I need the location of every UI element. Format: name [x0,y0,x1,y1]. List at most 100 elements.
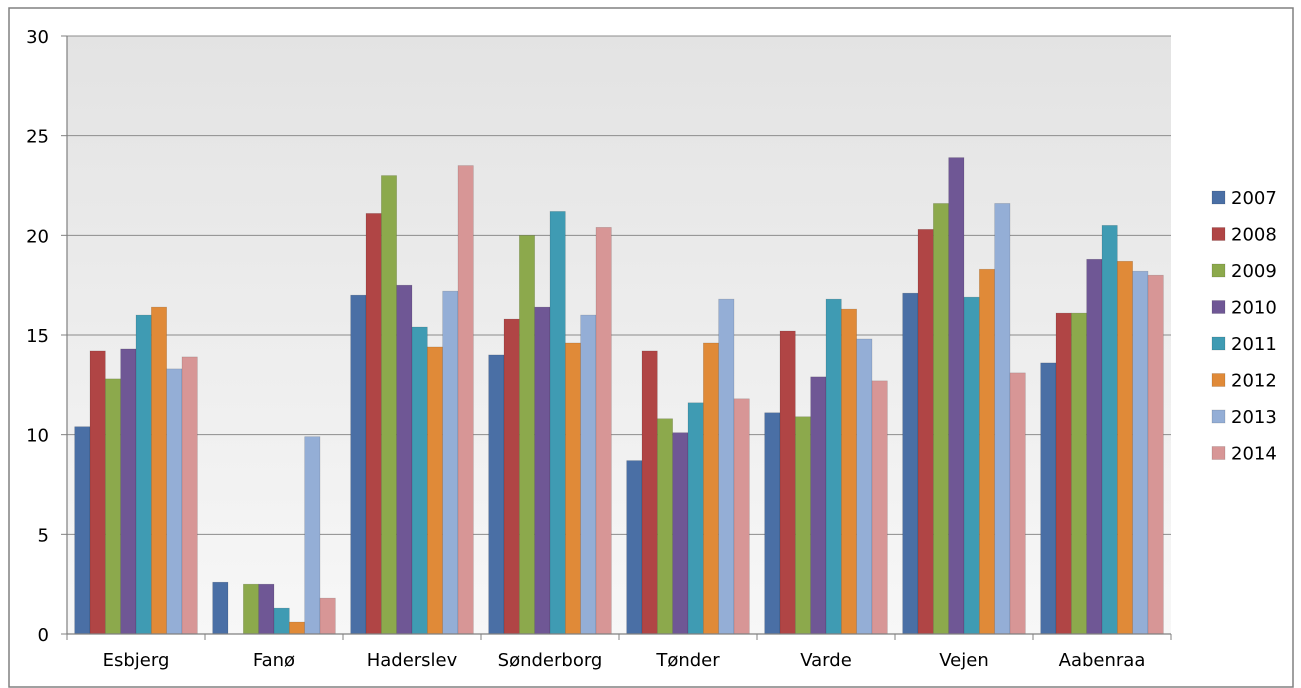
bar-2014-esbjerg [181,356,198,635]
bar-2011-varde [825,298,842,635]
legend-item-2007: 2007 [1211,188,1277,209]
bar-2012-vejen [979,268,995,635]
bar-2013-fanø [304,436,321,635]
x-tick-label: Tønder [655,650,720,671]
bar-2010-fanø [258,583,275,635]
legend-label: 2014 [1231,444,1277,465]
bar-2012-haderslev [427,346,443,635]
bar-2008-tønder [641,350,658,635]
x-tick-label: Varde [800,650,852,671]
bar-2014-haderslev [457,165,474,635]
legend-swatch [1211,300,1226,314]
bar-2009-tønder [657,418,673,635]
bar-2010-sønderborg [534,306,551,635]
bar-2011-vejen [963,296,980,635]
bar-2007-vejen [902,292,919,635]
legend-label: 2011 [1231,334,1277,355]
bar-2009-vejen [933,203,949,635]
x-tick-label: Esbjerg [103,650,170,671]
legend-item-2012: 2012 [1211,371,1277,392]
bar-2008-esbjerg [89,350,106,635]
bar-2010-haderslev [396,284,413,635]
legend-label: 2013 [1231,407,1277,428]
x-axis: Esbjerg Fanø Haderslev Sønderborg Tønder Vard… [66,633,1172,671]
bar-2011-aabenraa [1101,225,1118,635]
y-tick-label: 20 [26,226,49,247]
bar-2008-haderslev [365,213,382,635]
legend-label: 2007 [1231,188,1277,209]
legend: 2007 2008 2009 2010 2011 2012 2013 2014 [1211,188,1277,465]
legend-label: 2008 [1231,225,1277,246]
y-tick-label: 15 [26,326,49,347]
legend-item-2010: 2010 [1211,298,1277,319]
bar-2014-sønderborg [595,227,612,635]
y-tick-label: 10 [26,426,49,447]
bar-2009-varde [795,416,811,635]
bar-2009-fanø [243,583,259,635]
bar-2009-aabenraa [1071,312,1087,635]
y-tick-label: 30 [26,27,49,48]
legend-swatch [1211,190,1226,205]
bar-2011-fanø [273,607,290,635]
x-tick-label: Aabenraa [1059,650,1146,671]
bar-2007-aabenraa [1040,362,1057,635]
bar-2014-vejen [1009,372,1026,635]
y-axis: 0 5 10 15 20 25 30 [26,27,68,646]
bar-2011-tønder [687,402,704,635]
bar-2008-sønderborg [503,318,520,635]
bar-2008-varde [779,330,796,635]
legend-item-2014: 2014 [1211,444,1277,465]
bar-2013-varde [856,338,873,635]
legend-label: 2012 [1231,371,1277,392]
bar-2010-aabenraa [1086,258,1103,635]
bar-2014-aabenraa [1147,274,1164,635]
bar-2013-vejen [994,203,1011,635]
bar-2012-sønderborg [565,342,581,635]
legend-label: 2009 [1231,261,1277,282]
bar-2008-aabenraa [1055,312,1072,635]
bar-2007-fanø [212,581,229,635]
bar-2012-esbjerg [151,306,167,635]
bar-2010-vejen [948,157,965,635]
bar-2008-vejen [917,229,934,635]
bar-2009-haderslev [381,175,397,635]
legend-swatch [1211,373,1226,387]
bar-2009-esbjerg [105,378,121,635]
legend-item-2013: 2013 [1211,407,1277,428]
legend-item-2008: 2008 [1211,225,1277,246]
bar-2011-esbjerg [135,314,152,635]
bar-2012-tønder [703,342,719,635]
bar-2007-esbjerg [74,426,91,635]
legend-swatch [1211,336,1226,351]
y-tick-label: 5 [38,525,49,546]
bar-2013-sønderborg [580,314,597,635]
bar-2014-tønder [733,398,750,635]
x-tick-label: Fanø [253,650,295,671]
bar-2012-aabenraa [1117,260,1133,635]
y-tick-label: 25 [26,127,49,148]
legend-label: 2010 [1231,298,1277,319]
bar-2007-haderslev [350,294,367,635]
bar-2011-sønderborg [549,211,566,635]
bar-2010-varde [810,376,827,635]
bar-2007-varde [764,412,781,635]
bar-2013-haderslev [442,290,459,635]
legend-swatch [1211,409,1226,424]
x-tick-label: Sønderborg [498,650,603,671]
legend-swatch [1211,227,1226,241]
bar-2012-varde [841,308,857,635]
bar-2013-tønder [718,298,735,635]
bar-2007-sønderborg [488,354,505,635]
bar-2007-tønder [626,460,643,635]
bars [74,157,1164,635]
legend-item-2011: 2011 [1211,334,1277,355]
bar-2011-haderslev [411,326,428,635]
x-tick-label: Vejen [939,650,988,671]
bar-2014-fanø [319,597,336,635]
y-tick-label: 0 [38,625,49,646]
bar-2013-aabenraa [1132,270,1149,635]
bar-2013-esbjerg [166,368,183,635]
bar-2014-varde [871,380,888,635]
legend-swatch [1211,263,1226,278]
